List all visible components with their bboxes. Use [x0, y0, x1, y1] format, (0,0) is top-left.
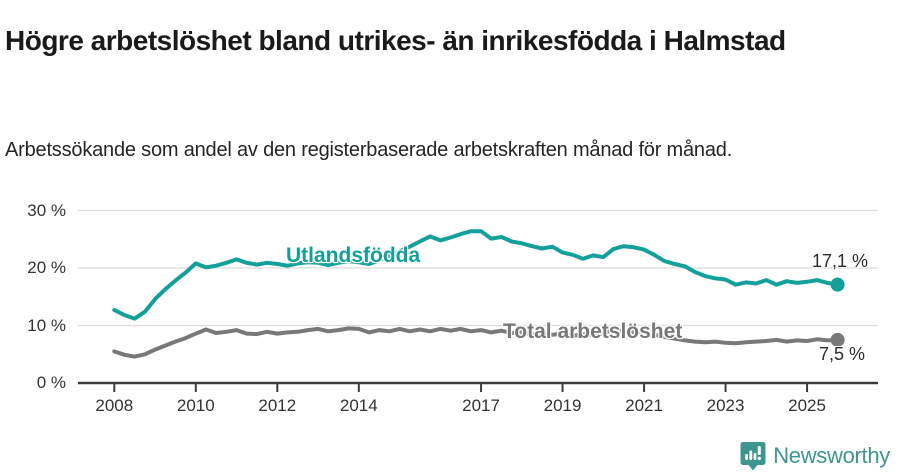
y-tick-label: 10 % [27, 315, 66, 335]
chart-subtitle: Arbetssökande som andel av den registerb… [5, 139, 733, 161]
x-tick-label: 2019 [543, 396, 582, 415]
x-tick-label: 2023 [706, 396, 745, 415]
series-label-utlandsfodda: Utlandsfödda [286, 244, 421, 267]
x-tick-label: 2008 [95, 396, 134, 415]
end-value-label-total: 7,5 % [818, 344, 865, 364]
end-value-label-utlandsfodda: 17,1 % [811, 251, 868, 271]
y-tick-label: 20 % [27, 258, 66, 277]
newsworthy-brand: Newsworthy [740, 440, 890, 472]
newsworthy-wordmark: Newsworthy [773, 443, 890, 468]
x-tick-label: 2021 [625, 396, 663, 415]
newsworthy-logo-icon [740, 441, 766, 471]
y-tick-label: 0 % [36, 373, 66, 392]
series-label-total: Total arbetslöshet [503, 320, 683, 343]
x-tick-label: 2010 [176, 396, 215, 415]
x-tick-label: 2012 [258, 396, 297, 415]
y-tick-label: 30 % [27, 200, 66, 220]
x-tick-label: 2014 [339, 396, 378, 415]
x-tick-label: 2025 [788, 396, 826, 415]
page-title: Högre arbetslöshet bland utrikes- än inr… [5, 24, 786, 56]
x-tick-label: 2017 [462, 396, 500, 415]
